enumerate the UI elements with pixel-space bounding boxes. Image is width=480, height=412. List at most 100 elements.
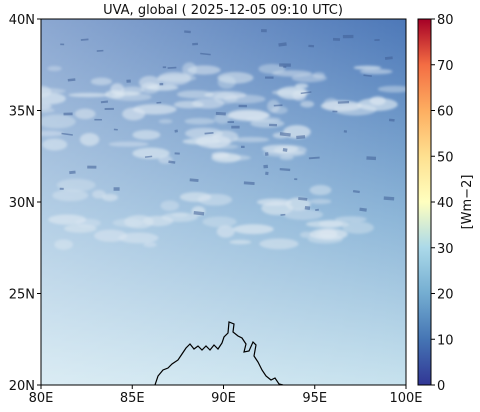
cloud-patch: [309, 198, 332, 205]
cloud-patch: [263, 150, 306, 157]
cloud-patch: [104, 90, 125, 99]
cloud-shadow: [168, 160, 176, 164]
cloud-patch: [214, 113, 231, 124]
cloud-shadow: [162, 66, 167, 69]
cloud-shadow: [308, 44, 315, 48]
colorbar-tick-label: 70: [437, 59, 454, 74]
cloud-shadow: [384, 56, 393, 60]
cloud-shadow: [282, 147, 288, 152]
cloud-shadow: [280, 213, 286, 216]
colorbar-tick-label: 0: [437, 379, 445, 394]
x-tick-label: 100E: [389, 391, 422, 406]
colorbar-tick-label: 30: [437, 242, 454, 257]
cloud-patch: [334, 216, 367, 223]
cloud-shadow: [265, 171, 269, 176]
cloud-shadow: [269, 123, 278, 127]
colorbar-axis: 0 10 20 30 40 50 60 70 80: [431, 13, 454, 394]
cloud-shadow: [227, 121, 235, 123]
y-tick-label: 30N: [9, 196, 35, 211]
cloud-shadow: [231, 125, 240, 129]
cloud-shadow: [342, 34, 354, 39]
cloud-patch: [291, 73, 327, 83]
cloud-patch: [271, 106, 288, 115]
cloud-shadow: [343, 130, 348, 133]
cloud-shadow: [87, 165, 97, 169]
cloud-patch: [160, 200, 180, 211]
cloud-patch: [320, 100, 362, 112]
cloud-shadow: [156, 101, 162, 104]
cloud-shadow: [144, 155, 153, 158]
cloud-patch: [309, 185, 332, 196]
cloud-patch: [259, 238, 299, 250]
cloud-patch: [176, 90, 214, 99]
cloud-patch: [132, 147, 170, 159]
colorbar-tick-label: 50: [437, 150, 454, 165]
cloud-patch: [112, 218, 143, 228]
x-tick-label: 80E: [29, 391, 54, 406]
cloud-shadow: [80, 38, 89, 41]
map-title: UVA, global ( 2025-12-05 09:10 UTC): [103, 3, 343, 18]
cloud-patch: [217, 75, 236, 89]
x-tick-label: 90E: [211, 391, 236, 406]
cloud-shadow: [304, 205, 311, 210]
cloud-shadow: [200, 52, 211, 56]
colorbar-tick-label: 10: [437, 333, 454, 348]
colorbar: [417, 18, 432, 386]
cloud-patch: [122, 107, 146, 121]
cloud-patch: [300, 100, 315, 108]
cloud-shadow: [294, 178, 298, 181]
cloud-shadow: [300, 91, 312, 95]
cloud-patch: [359, 68, 393, 75]
x-tick-label: 95E: [302, 391, 327, 406]
cloud-shadow: [265, 76, 274, 79]
y-tick-label: 25N: [9, 288, 35, 303]
cloud-patch: [142, 215, 174, 227]
cloud-shadow: [192, 42, 198, 46]
cloud-patch: [47, 65, 62, 72]
cloud-patch: [143, 242, 157, 248]
cloud-shadow: [383, 196, 395, 201]
cloud-shadow: [193, 211, 205, 216]
cloud-shadow: [388, 118, 395, 122]
y-tick-label: 40N: [9, 13, 35, 28]
cloud-shadow: [243, 181, 255, 185]
cloud-shadow: [215, 111, 226, 116]
cloud-patch: [158, 119, 173, 124]
cloud-patch: [93, 229, 128, 242]
coastline: [154, 321, 284, 385]
colorbar-tick-label: 60: [437, 105, 454, 120]
cloud-shadow: [296, 135, 306, 140]
cloud-patch: [102, 193, 118, 202]
cloud-patch: [277, 86, 308, 100]
cloud-patch: [140, 82, 160, 94]
cloud-patch: [42, 138, 68, 151]
cloud-shadow: [337, 101, 350, 104]
cloud-shadow: [59, 187, 64, 190]
cloud-patch: [79, 132, 100, 146]
cloud-patch: [132, 130, 161, 140]
cloud-patch: [377, 85, 406, 93]
cloud-shadow: [352, 190, 360, 194]
cloud-patch: [233, 136, 270, 143]
cloud-patch: [211, 152, 241, 163]
cloud-patch: [207, 144, 239, 150]
cloud-patch: [41, 88, 66, 95]
cloud-patch: [216, 225, 235, 238]
cloud-patch: [182, 138, 221, 145]
cloud-shadow: [263, 164, 269, 169]
y-tick-label: 20N: [9, 379, 35, 394]
cloud-shadow: [298, 197, 308, 201]
cloud-shadow: [278, 42, 287, 47]
cloud-shadow: [204, 131, 214, 135]
cloud-shadow: [279, 63, 291, 67]
cloud-patch: [353, 65, 382, 70]
cloud-patch: [245, 116, 281, 123]
cloud-patch: [90, 77, 112, 86]
cloud-patch: [305, 220, 350, 228]
cloud-shadow: [94, 118, 102, 121]
cloud-patch: [41, 92, 66, 105]
cloud-shadow: [332, 110, 338, 113]
cloud-shadow: [261, 29, 267, 33]
cloud-shadow: [332, 37, 341, 41]
